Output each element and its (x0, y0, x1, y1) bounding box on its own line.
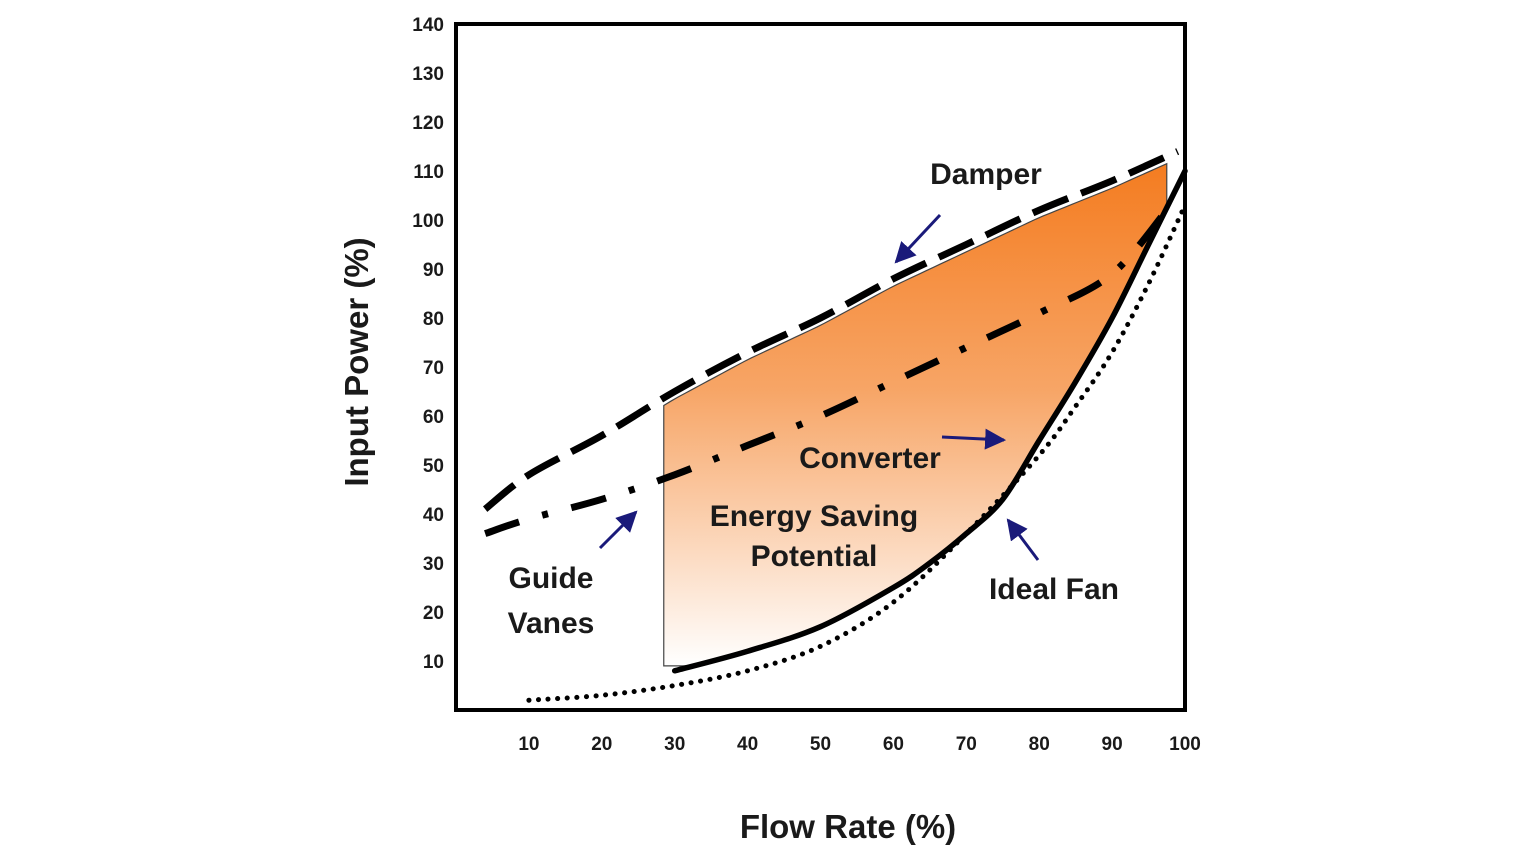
y-tick-label: 120 (412, 113, 444, 134)
x-tick-label: 90 (1102, 734, 1123, 755)
x-tick-label: 100 (1169, 734, 1201, 755)
x-axis-title: Flow Rate (%) (740, 808, 956, 845)
y-tick-label: 110 (413, 162, 444, 183)
annotation-guide: Guide (508, 562, 593, 595)
converter-arrow (941, 428, 1007, 450)
y-tick-label: 80 (423, 309, 444, 330)
y-tick-label: 140 (412, 15, 444, 36)
x-tick-label: 10 (518, 734, 539, 755)
region-label-line2: Potential (751, 540, 878, 573)
y-tick-label: 40 (423, 505, 444, 526)
region-label-line1: Energy Saving (710, 500, 918, 533)
x-tick-label: 70 (956, 734, 977, 755)
series-lines (482, 148, 1188, 703)
y-tick-label: 30 (423, 554, 444, 575)
x-tick-label: 50 (810, 734, 831, 755)
series-line-ideal-fan (526, 202, 1188, 703)
y-tick-label: 90 (423, 260, 444, 281)
x-tick-label: 80 (1029, 734, 1050, 755)
plot-frame (454, 22, 1187, 712)
annotation-damper: Damper (930, 158, 1042, 191)
series-line-damper (482, 148, 1180, 512)
x-tick-label: 30 (664, 734, 685, 755)
y-axis-ticks: 10 20 30 40 50 60 70 80 90 100 110 120 130 140 (412, 15, 444, 673)
ideal-fan-arrow (1006, 518, 1040, 561)
y-tick-label: 50 (423, 456, 444, 477)
y-tick-label: 60 (423, 407, 444, 428)
series-line-converter (671, 168, 1188, 674)
series-line-guide-vanes (484, 203, 1174, 537)
y-tick-label: 130 (412, 64, 444, 85)
y-tick-label: 70 (423, 358, 444, 379)
x-tick-label: 60 (883, 734, 904, 755)
y-tick-label: 10 (423, 652, 444, 673)
x-axis-ticks: 10 20 30 40 50 60 70 80 90 100 (518, 734, 1201, 755)
annotation-ideal-fan: Ideal Fan (989, 573, 1119, 606)
annotation-converter: Converter (799, 442, 941, 475)
y-axis-title: Input Power (%) (338, 237, 375, 486)
x-tick-label: 40 (737, 734, 758, 755)
guide-vanes-arrow (598, 510, 638, 550)
x-tick-label: 20 (591, 734, 612, 755)
annotation-vanes: Vanes (508, 607, 595, 640)
y-tick-label: 100 (412, 211, 444, 232)
y-tick-label: 20 (423, 603, 444, 624)
damper-arrow (894, 213, 942, 264)
